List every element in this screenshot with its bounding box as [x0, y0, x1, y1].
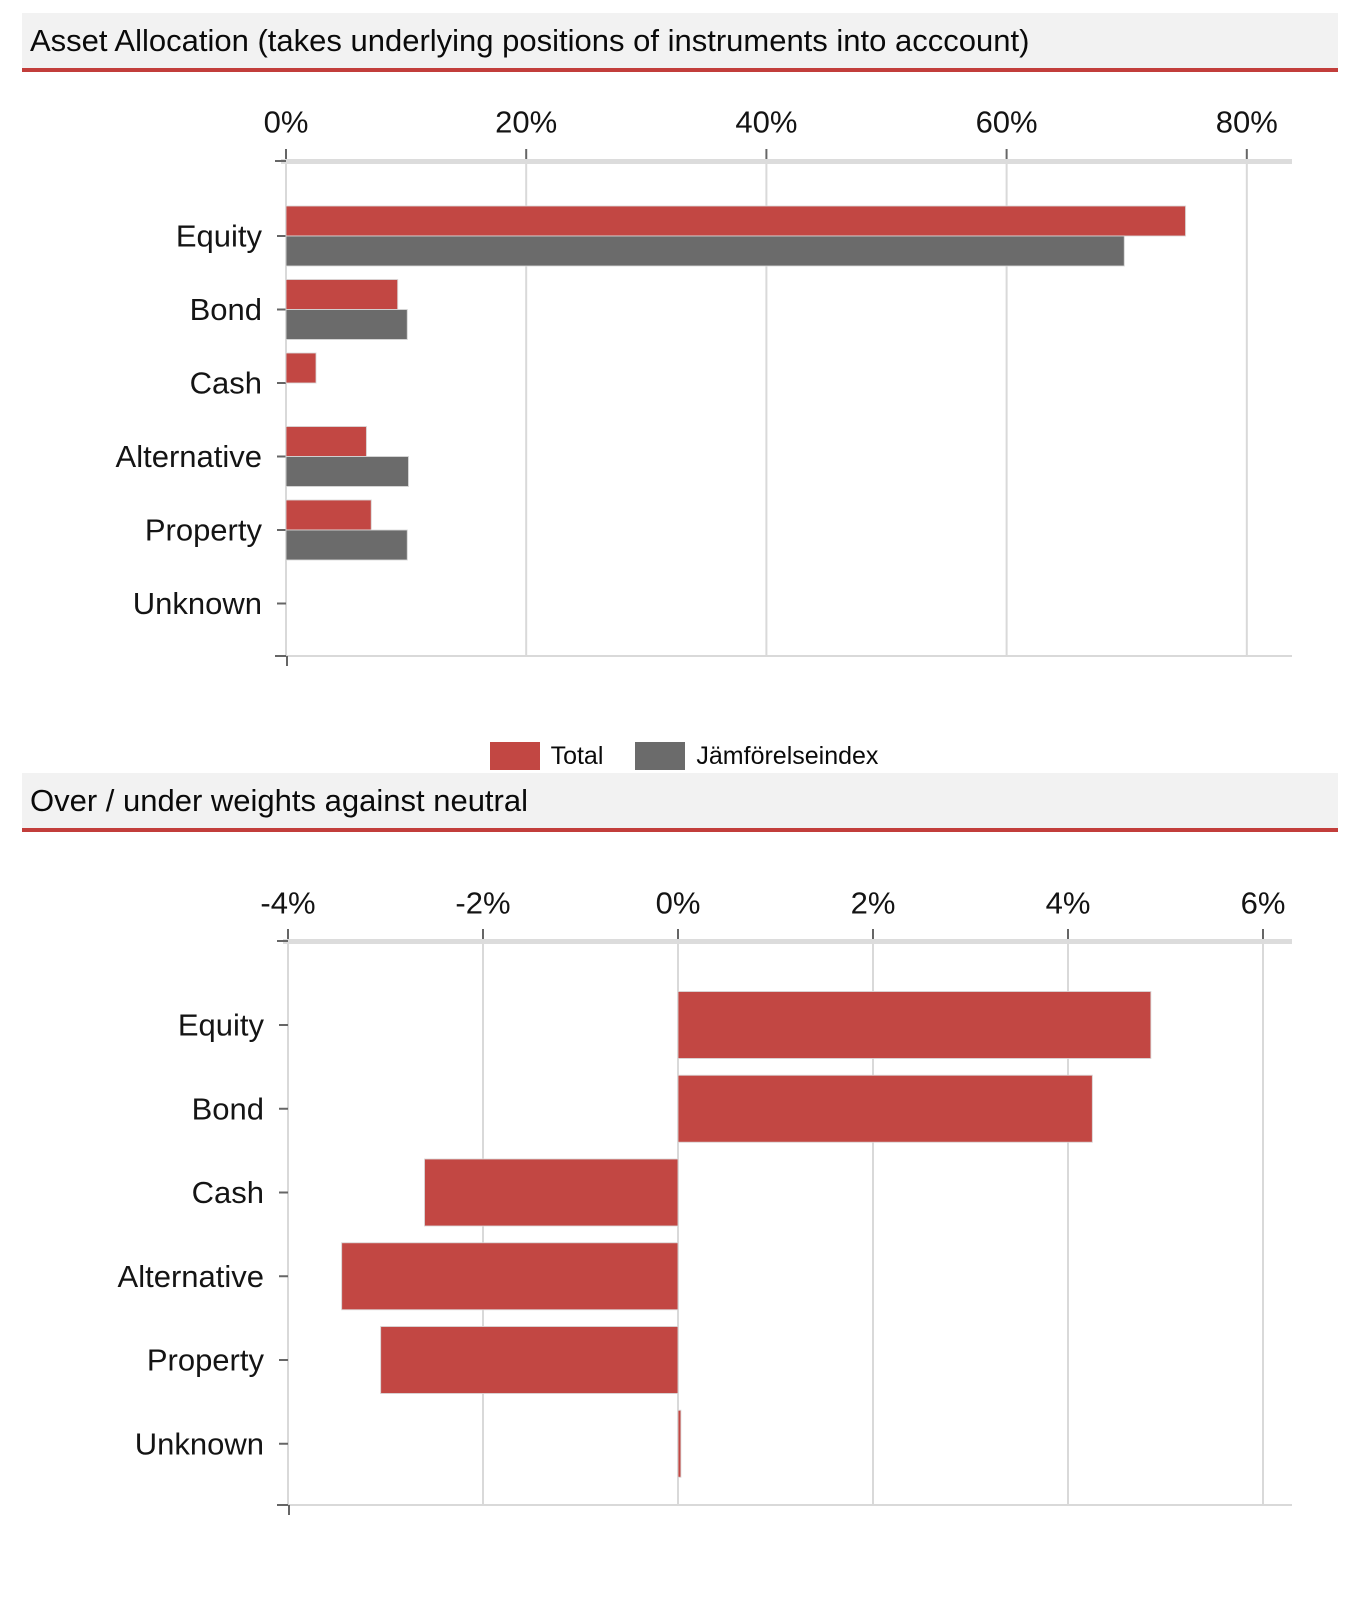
- category-label-alternative: Alternative: [116, 439, 262, 474]
- x-tick-label: 60%: [976, 105, 1038, 140]
- x-tick-label: 6%: [1241, 886, 1286, 921]
- category-label-unknown: Unknown: [135, 1426, 264, 1461]
- x-tick-label: -4%: [260, 886, 315, 921]
- bar-property-total: [380, 1326, 679, 1394]
- x-tick-label: -2%: [455, 886, 510, 921]
- top-axis-line: [283, 939, 1292, 944]
- x-tick-label: 4%: [1046, 886, 1091, 921]
- asset-allocation-chart: 0% 20% 40% 60% 80% Equity Bond Cash Alternative P…: [116, 105, 1292, 666]
- legend-swatch-index: [635, 742, 686, 770]
- over-under-weights-title: Over / under weights against neutral: [30, 783, 528, 818]
- legend-item-index: Jämförelseindex: [635, 742, 878, 771]
- x-tick-label: 2%: [851, 886, 896, 921]
- over-under-weights-chart: -4% -2% 0% 2% 4% 6% Equity Bond Cash Alternative P…: [118, 886, 1292, 1515]
- bar-bond-index: [285, 309, 408, 340]
- legend-item-total: Total: [489, 741, 604, 771]
- legend-swatch-total: [489, 742, 540, 770]
- bar-unknown-total: [677, 1409, 682, 1478]
- category-label-property: Property: [147, 1343, 265, 1378]
- category-label-bond: Bond: [190, 292, 262, 327]
- asset-allocation-title: Asset Allocation (takes underlying posit…: [30, 23, 1030, 58]
- bar-alternative-total: [341, 1242, 679, 1311]
- bar-cash-total: [424, 1158, 679, 1227]
- x-tick-label: 80%: [1216, 105, 1278, 140]
- top-axis-line: [281, 159, 1292, 164]
- bar-equity-total: [285, 205, 1187, 237]
- bar-alternative-index: [285, 456, 410, 487]
- over-under-weights-header: Over / under weights against neutral: [22, 773, 1338, 832]
- category-label-cash: Cash: [190, 366, 262, 401]
- category-label-property: Property: [145, 513, 263, 548]
- bar-property-index: [285, 529, 408, 561]
- category-label-alternative: Alternative: [118, 1259, 264, 1294]
- x-tick-label: 0%: [656, 886, 701, 921]
- bar-property-total: [285, 499, 372, 531]
- category-label-equity: Equity: [176, 219, 263, 254]
- legend-label-index: Jämförelseindex: [696, 741, 879, 770]
- legend: Total Jämförelseindex: [0, 740, 1368, 772]
- bar-cash-total: [285, 352, 317, 384]
- x-tick-label: 40%: [735, 105, 797, 140]
- category-label-equity: Equity: [178, 1008, 265, 1043]
- bar-bond-total: [677, 1074, 1093, 1143]
- asset-allocation-header: Asset Allocation (takes underlying posit…: [22, 13, 1338, 72]
- bar-equity-total: [677, 991, 1152, 1059]
- category-label-unknown: Unknown: [133, 586, 262, 621]
- bar-alternative-total: [285, 426, 367, 457]
- x-tick-label: 20%: [495, 105, 557, 140]
- category-label-cash: Cash: [192, 1175, 264, 1210]
- bar-equity-index: [285, 235, 1125, 267]
- bar-bond-total: [285, 279, 399, 310]
- x-tick-label: 0%: [264, 105, 309, 140]
- legend-label-total: Total: [550, 741, 604, 770]
- category-label-bond: Bond: [192, 1091, 264, 1126]
